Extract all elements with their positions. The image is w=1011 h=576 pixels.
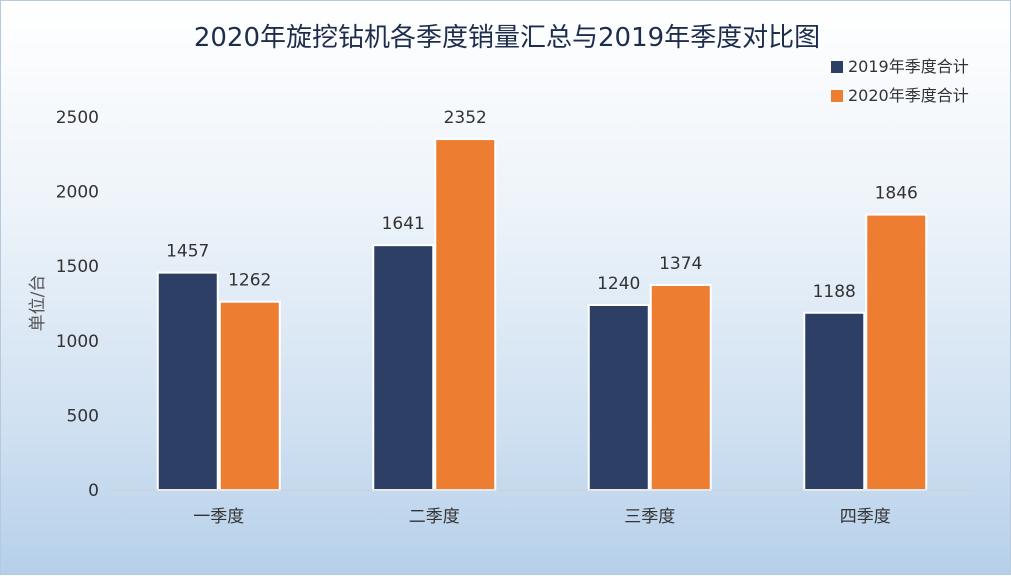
bar-series2 (649, 283, 712, 491)
data-label: 1641 (382, 214, 425, 234)
x-category-label: 二季度 (409, 507, 460, 527)
data-label: 1262 (228, 271, 271, 291)
y-tick-label: 2500 (56, 108, 99, 128)
data-label: 2352 (444, 108, 487, 128)
bar-series1 (803, 311, 866, 491)
y-tick-label: 1500 (56, 257, 99, 277)
legend: 2019年季度合计 2020年季度合计 (831, 57, 969, 105)
data-label: 1846 (875, 184, 918, 204)
x-category-label: 一季度 (193, 507, 244, 527)
y-tick-label: 0 (88, 481, 99, 501)
data-label: 1457 (166, 242, 209, 262)
bar-series1 (587, 303, 650, 491)
y-axis-label: 单位/台 (28, 275, 48, 332)
bar-series2 (865, 213, 928, 491)
legend-swatch (831, 61, 843, 73)
y-axis-ticks: 0 500 1000 1500 2000 2500 (56, 108, 99, 501)
legend-label: 2019年季度合计 (848, 57, 969, 76)
x-category-label: 四季度 (840, 507, 891, 527)
data-label: 1240 (597, 274, 640, 294)
data-label: 1374 (659, 254, 702, 274)
bars: 1457 1262 1641 2352 1240 1374 1188 1846 (156, 108, 928, 491)
y-tick-label: 1000 (56, 332, 99, 352)
data-label: 1188 (813, 282, 856, 302)
bar-series1 (156, 271, 219, 491)
y-tick-label: 2000 (56, 183, 99, 203)
x-category-label: 三季度 (624, 507, 675, 527)
y-tick-label: 500 (67, 406, 99, 426)
legend-label: 2020年季度合计 (848, 86, 969, 105)
x-axis-categories: 一季度 二季度 三季度 四季度 (193, 507, 891, 527)
legend-swatch (831, 90, 843, 102)
bar-series1 (372, 244, 435, 491)
chart-title: 2020年旋挖钻机各季度销量汇总与2019年季度对比图 (194, 23, 820, 53)
bar-series2 (218, 300, 281, 491)
bar-series2 (434, 138, 497, 491)
